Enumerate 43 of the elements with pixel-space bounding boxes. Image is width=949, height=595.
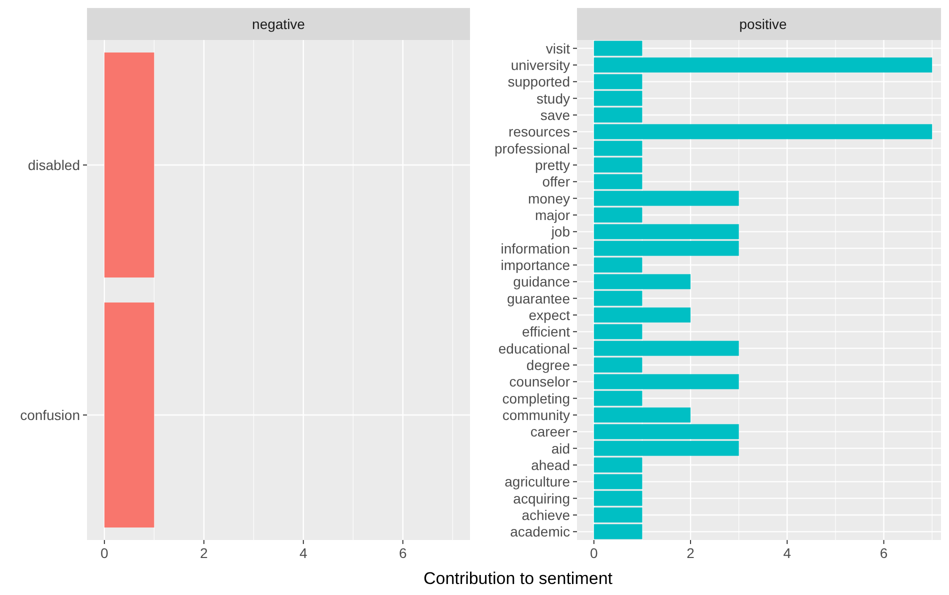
x-axis-title: Contribution to sentiment xyxy=(424,569,613,588)
y-tick-label: information xyxy=(500,240,570,256)
y-tick-label: community xyxy=(502,407,570,423)
y-tick-label: disabled xyxy=(28,157,80,173)
y-tick-label: major xyxy=(534,207,570,223)
y-tick-label: guidance xyxy=(513,274,570,290)
y-tick-label: offer xyxy=(542,174,570,190)
y-tick-label: supported xyxy=(508,74,570,90)
y-tick-label: save xyxy=(540,107,570,123)
y-tick-label: achieve xyxy=(522,507,570,523)
y-tick-label: importance xyxy=(500,257,570,273)
chart-title: positive xyxy=(739,16,787,32)
y-tick-label: efficient xyxy=(522,324,570,340)
y-tick-label: confusion xyxy=(20,407,80,423)
y-tick-label: professional xyxy=(494,140,570,156)
y-tick-label: degree xyxy=(526,357,570,373)
y-tick-label: agriculture xyxy=(504,474,570,490)
y-tick-label: expect xyxy=(528,307,570,323)
y-tick-label: guarantee xyxy=(506,290,570,306)
y-tick-label: counselor xyxy=(509,374,570,390)
y-tick-label: educational xyxy=(498,340,570,356)
y-tick-label: aid xyxy=(551,440,570,456)
y-tick-label: job xyxy=(550,224,570,240)
y-tick-label: money xyxy=(528,190,570,206)
x-tick-label: 6 xyxy=(880,545,888,561)
x-tick-label: 2 xyxy=(686,545,695,561)
y-tick-label: academic xyxy=(510,524,570,540)
x-tick-label: 2 xyxy=(200,545,208,561)
x-tick-label: 4 xyxy=(783,545,792,561)
chart-title: negative xyxy=(252,16,306,32)
y-tick-label: pretty xyxy=(534,157,570,173)
y-tick-label: completing xyxy=(502,390,570,406)
x-tick-label: 6 xyxy=(398,545,407,561)
x-tick-label: 0 xyxy=(590,545,598,561)
y-tick-label: study xyxy=(536,90,570,106)
y-tick-label: career xyxy=(530,424,570,440)
x-tick-label: 0 xyxy=(100,545,109,561)
y-tick-label: university xyxy=(510,57,570,73)
y-tick-label: ahead xyxy=(531,457,570,473)
y-tick-label: resources xyxy=(508,124,570,140)
y-tick-label: visit xyxy=(546,40,570,56)
x-tick-label: 4 xyxy=(299,545,308,561)
y-tick-label: acquiring xyxy=(513,490,570,506)
